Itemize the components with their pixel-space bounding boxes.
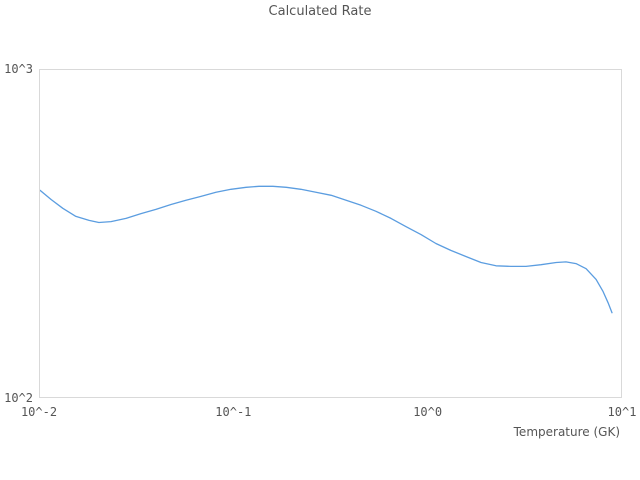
rate-curve-svg bbox=[40, 185, 613, 314]
x-tick-label: 10^1 bbox=[607, 405, 637, 419]
x-axis-title: Temperature (GK) bbox=[513, 425, 620, 439]
y-tick-label: 10^2 bbox=[4, 391, 33, 405]
x-tick-label: 10^0 bbox=[413, 405, 443, 419]
rate-curve bbox=[40, 185, 613, 314]
x-tick-label: 10^-2 bbox=[20, 405, 58, 419]
x-tick-label: 10^-1 bbox=[215, 405, 252, 419]
chart-title: Calculated Rate bbox=[268, 4, 372, 19]
plot-area bbox=[39, 69, 622, 398]
y-tick-label: 10^3 bbox=[4, 62, 33, 76]
